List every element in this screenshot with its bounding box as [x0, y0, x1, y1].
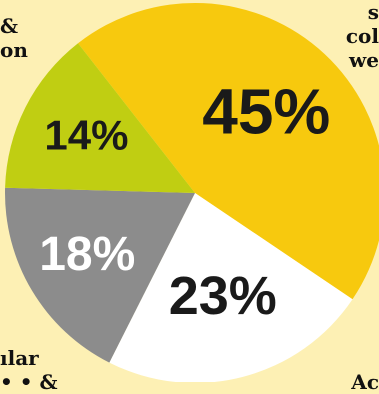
cropped-label-top-right: s col we [345, 0, 379, 72]
pie-slice-14 [5, 43, 195, 194]
pie-chart: 45% 23% 18% 14% [5, 3, 379, 382]
pie-slice-labels: 45% 23% 18% 14% [39, 75, 330, 325]
pie-slice-18 [5, 187, 196, 363]
cropped-label-top-left: & on [0, 14, 28, 62]
pie-slice-label-18: 18% [39, 228, 135, 281]
pie-slice-label-45: 45% [202, 75, 330, 147]
cropped-label-bottom-right: Ac [351, 370, 379, 394]
pie-slices [5, 3, 379, 382]
pie-slice-23 [109, 193, 353, 382]
cropped-label-bottom-left: ılar • • & [0, 346, 58, 394]
pie-slice-label-23: 23% [169, 266, 277, 326]
pie-slice-label-14: 14% [44, 111, 128, 158]
pie-slice-45 [78, 3, 379, 300]
